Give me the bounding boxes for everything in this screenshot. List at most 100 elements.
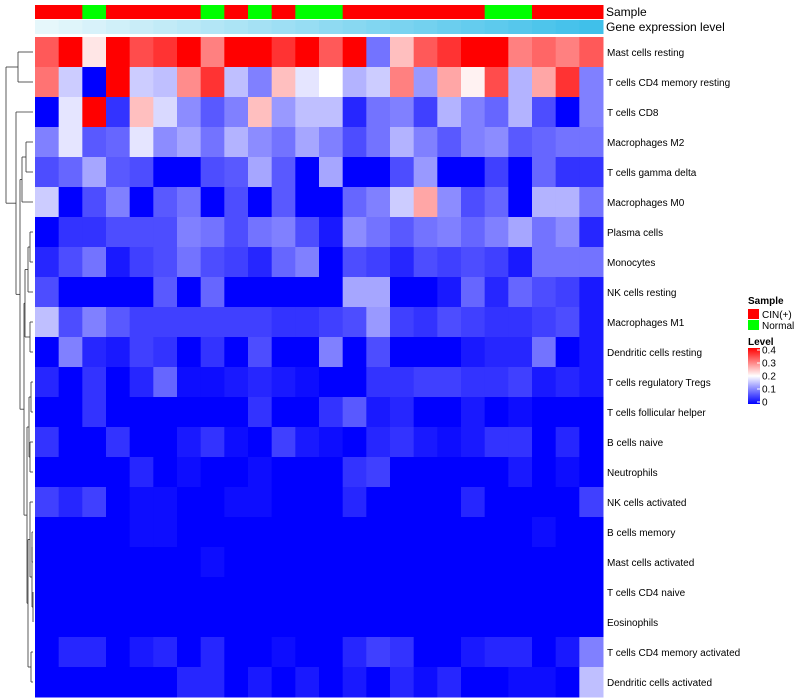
heatmap-cell	[177, 577, 202, 608]
row-label: Eosinophils	[607, 618, 658, 629]
heatmap-cell	[390, 577, 415, 608]
heatmap-cell	[413, 307, 438, 338]
heatmap-cell	[82, 607, 107, 638]
heatmap-cell	[532, 217, 557, 248]
heatmap-cell	[177, 367, 202, 398]
heatmap-cell	[437, 607, 462, 638]
heatmap-cell	[58, 517, 83, 548]
heatmap-cell	[366, 247, 391, 278]
heatmap-cell	[224, 397, 249, 428]
heatmap-cell	[437, 487, 462, 518]
heatmap-cell	[342, 457, 367, 488]
heatmap-cell	[461, 457, 486, 488]
heatmap-cell	[271, 517, 296, 548]
heatmap-cell	[153, 67, 178, 98]
heatmap-cell	[224, 217, 249, 248]
expression-level-annotation-cell	[366, 20, 391, 34]
heatmap-cell	[271, 97, 296, 128]
heatmap-cell	[129, 67, 154, 98]
heatmap-cell	[153, 157, 178, 188]
legend-sample-title: Sample	[748, 296, 784, 307]
heatmap-cell	[224, 247, 249, 278]
heatmap-cell	[532, 247, 557, 278]
heatmap-cell	[532, 67, 557, 98]
heatmap-cell	[413, 367, 438, 398]
heatmap-cell	[342, 37, 367, 68]
heatmap-cell	[271, 607, 296, 638]
heatmap-cell	[224, 517, 249, 548]
heatmap-cell	[579, 457, 604, 488]
heatmap-cell	[82, 457, 107, 488]
heatmap-cell	[271, 667, 296, 698]
heatmap-cell	[413, 127, 438, 158]
heatmap-cell	[461, 427, 486, 458]
row-label: T cells follicular helper	[607, 408, 706, 419]
heatmap-cell	[248, 367, 273, 398]
heatmap-cell	[58, 577, 83, 608]
heatmap-cell	[106, 487, 131, 518]
heatmap-cell	[129, 127, 154, 158]
heatmap-cell	[177, 307, 202, 338]
heatmap-cell	[366, 367, 391, 398]
heatmap-cell	[82, 547, 107, 578]
heatmap-cell	[35, 547, 60, 578]
heatmap-cell	[461, 217, 486, 248]
heatmap-cell	[177, 127, 202, 158]
heatmap-cell	[295, 577, 320, 608]
heatmap-cell	[271, 187, 296, 218]
heatmap-cell	[248, 277, 273, 308]
heatmap-cell	[58, 67, 83, 98]
heatmap-cell	[200, 277, 225, 308]
heatmap-cell	[271, 247, 296, 278]
heatmap-cell	[82, 187, 107, 218]
heatmap-cell	[342, 487, 367, 518]
sample-annotation-cell	[129, 5, 154, 19]
heatmap-cell	[413, 457, 438, 488]
heatmap-cell	[532, 127, 557, 158]
heatmap-cell	[271, 577, 296, 608]
heatmap-cell	[413, 517, 438, 548]
heatmap-cell	[224, 277, 249, 308]
heatmap-cell	[200, 667, 225, 698]
heatmap-cell	[461, 277, 486, 308]
heatmap-cell	[58, 217, 83, 248]
heatmap-cell	[532, 187, 557, 218]
heatmap-cell	[366, 517, 391, 548]
heatmap-cell	[579, 277, 604, 308]
heatmap-cell	[295, 547, 320, 578]
heatmap-cell	[508, 337, 533, 368]
heatmap-cell	[248, 487, 273, 518]
heatmap-cell	[437, 457, 462, 488]
heatmap-cell	[295, 397, 320, 428]
expression-level-annotation-cell	[82, 20, 107, 34]
sample-annotation-cell	[106, 5, 131, 19]
heatmap-cell	[342, 337, 367, 368]
heatmap-cell	[366, 637, 391, 668]
heatmap-cell	[579, 37, 604, 68]
row-label: T cells CD4 memory activated	[607, 648, 740, 659]
heatmap-cell	[106, 277, 131, 308]
heatmap-cell	[271, 547, 296, 578]
expression-level-annotation-cell	[342, 20, 367, 34]
heatmap-cell	[295, 517, 320, 548]
heatmap-cell	[532, 37, 557, 68]
heatmap-cell	[319, 397, 344, 428]
heatmap-cell	[35, 577, 60, 608]
heatmap-cell	[35, 337, 60, 368]
heatmap-cell	[579, 547, 604, 578]
heatmap-cell	[295, 217, 320, 248]
heatmap-cell	[153, 247, 178, 278]
heatmap-cell	[224, 97, 249, 128]
heatmap-cell	[437, 517, 462, 548]
heatmap-cell	[508, 547, 533, 578]
heatmap-cell	[366, 337, 391, 368]
heatmap-cell	[532, 607, 557, 638]
expression-level-annotation-cell	[437, 20, 462, 34]
heatmap-cell	[224, 667, 249, 698]
heatmap-cell	[508, 67, 533, 98]
heatmap-cell	[200, 187, 225, 218]
heatmap-cell	[106, 367, 131, 398]
sample-annotation-cell	[508, 5, 533, 19]
heatmap-cell	[484, 217, 509, 248]
